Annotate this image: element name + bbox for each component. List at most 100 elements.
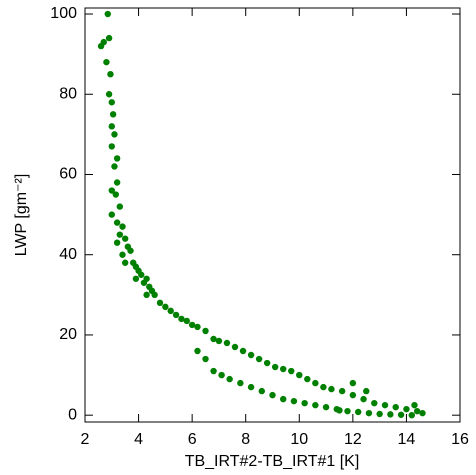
point [296, 371, 303, 379]
point [403, 405, 410, 413]
point [376, 410, 383, 418]
point [231, 343, 239, 351]
point [162, 303, 169, 311]
point [111, 131, 118, 138]
point [365, 409, 373, 417]
point [271, 363, 279, 371]
point [108, 123, 115, 130]
x-tick-label: 2 [81, 431, 90, 448]
point [151, 291, 158, 299]
point [172, 311, 180, 319]
point [113, 219, 121, 226]
point [419, 409, 426, 417]
point [288, 367, 295, 375]
x-tick-label: 6 [188, 431, 197, 448]
point [392, 403, 399, 411]
point [239, 347, 247, 355]
point [109, 111, 117, 118]
point [107, 70, 114, 78]
point [105, 91, 113, 98]
y-axis-label: LWP [gm⁻²] [13, 174, 30, 257]
point [103, 58, 110, 66]
point [269, 391, 276, 399]
point [119, 223, 126, 230]
point [215, 337, 223, 345]
y-tick-label: 80 [59, 85, 77, 102]
point [138, 271, 145, 278]
point [301, 399, 308, 407]
point [247, 351, 255, 359]
point [112, 191, 120, 198]
point [312, 401, 319, 409]
point [121, 259, 129, 266]
point [143, 291, 150, 299]
point [202, 355, 209, 363]
y-tick-label: 40 [59, 246, 77, 263]
point [237, 379, 244, 387]
point [108, 143, 115, 150]
point [156, 299, 164, 307]
point [111, 163, 118, 170]
point [363, 387, 370, 395]
point [344, 407, 351, 415]
y-tick-label: 0 [68, 406, 77, 423]
point [116, 203, 124, 210]
point [280, 395, 287, 403]
point [349, 391, 357, 399]
x-tick-label: 12 [344, 431, 362, 448]
point [178, 315, 185, 323]
x-tick-label: 4 [134, 431, 143, 448]
point [413, 407, 421, 415]
point [104, 10, 111, 18]
point [258, 387, 265, 395]
point [263, 359, 271, 367]
point [108, 187, 115, 194]
point [322, 403, 330, 411]
point [100, 38, 107, 46]
point [113, 155, 121, 162]
point [194, 323, 201, 331]
point [381, 401, 389, 409]
point [105, 34, 113, 42]
point [290, 397, 298, 405]
point [360, 395, 367, 403]
point [108, 99, 115, 106]
point [397, 411, 405, 418]
point [210, 335, 217, 343]
y-tick-label: 20 [59, 326, 77, 343]
point [218, 371, 225, 379]
point [280, 365, 287, 373]
y-tick-label: 60 [59, 166, 77, 183]
point [371, 399, 378, 407]
x-tick-label: 8 [241, 431, 250, 448]
point [202, 327, 209, 335]
point [304, 375, 311, 383]
point [320, 383, 327, 391]
point [210, 367, 217, 375]
point [226, 375, 233, 383]
point [336, 407, 343, 414]
point [247, 383, 255, 391]
point [328, 385, 335, 393]
point [194, 347, 201, 355]
point [387, 411, 394, 418]
point [121, 235, 129, 242]
point [355, 408, 362, 416]
point [113, 179, 121, 186]
point [183, 317, 190, 325]
point [312, 379, 319, 387]
point [132, 275, 140, 282]
point [108, 211, 115, 218]
point [188, 321, 196, 329]
point [127, 247, 134, 254]
point [223, 339, 231, 347]
point [113, 239, 121, 246]
x-tick-label: 10 [290, 431, 308, 448]
point [167, 307, 174, 315]
x-axis-label: TB_IRT#2-TB_IRT#1 [K] [185, 453, 360, 470]
plot-frame [84, 7, 461, 423]
point [349, 379, 357, 387]
point [255, 355, 263, 363]
point [119, 251, 126, 258]
